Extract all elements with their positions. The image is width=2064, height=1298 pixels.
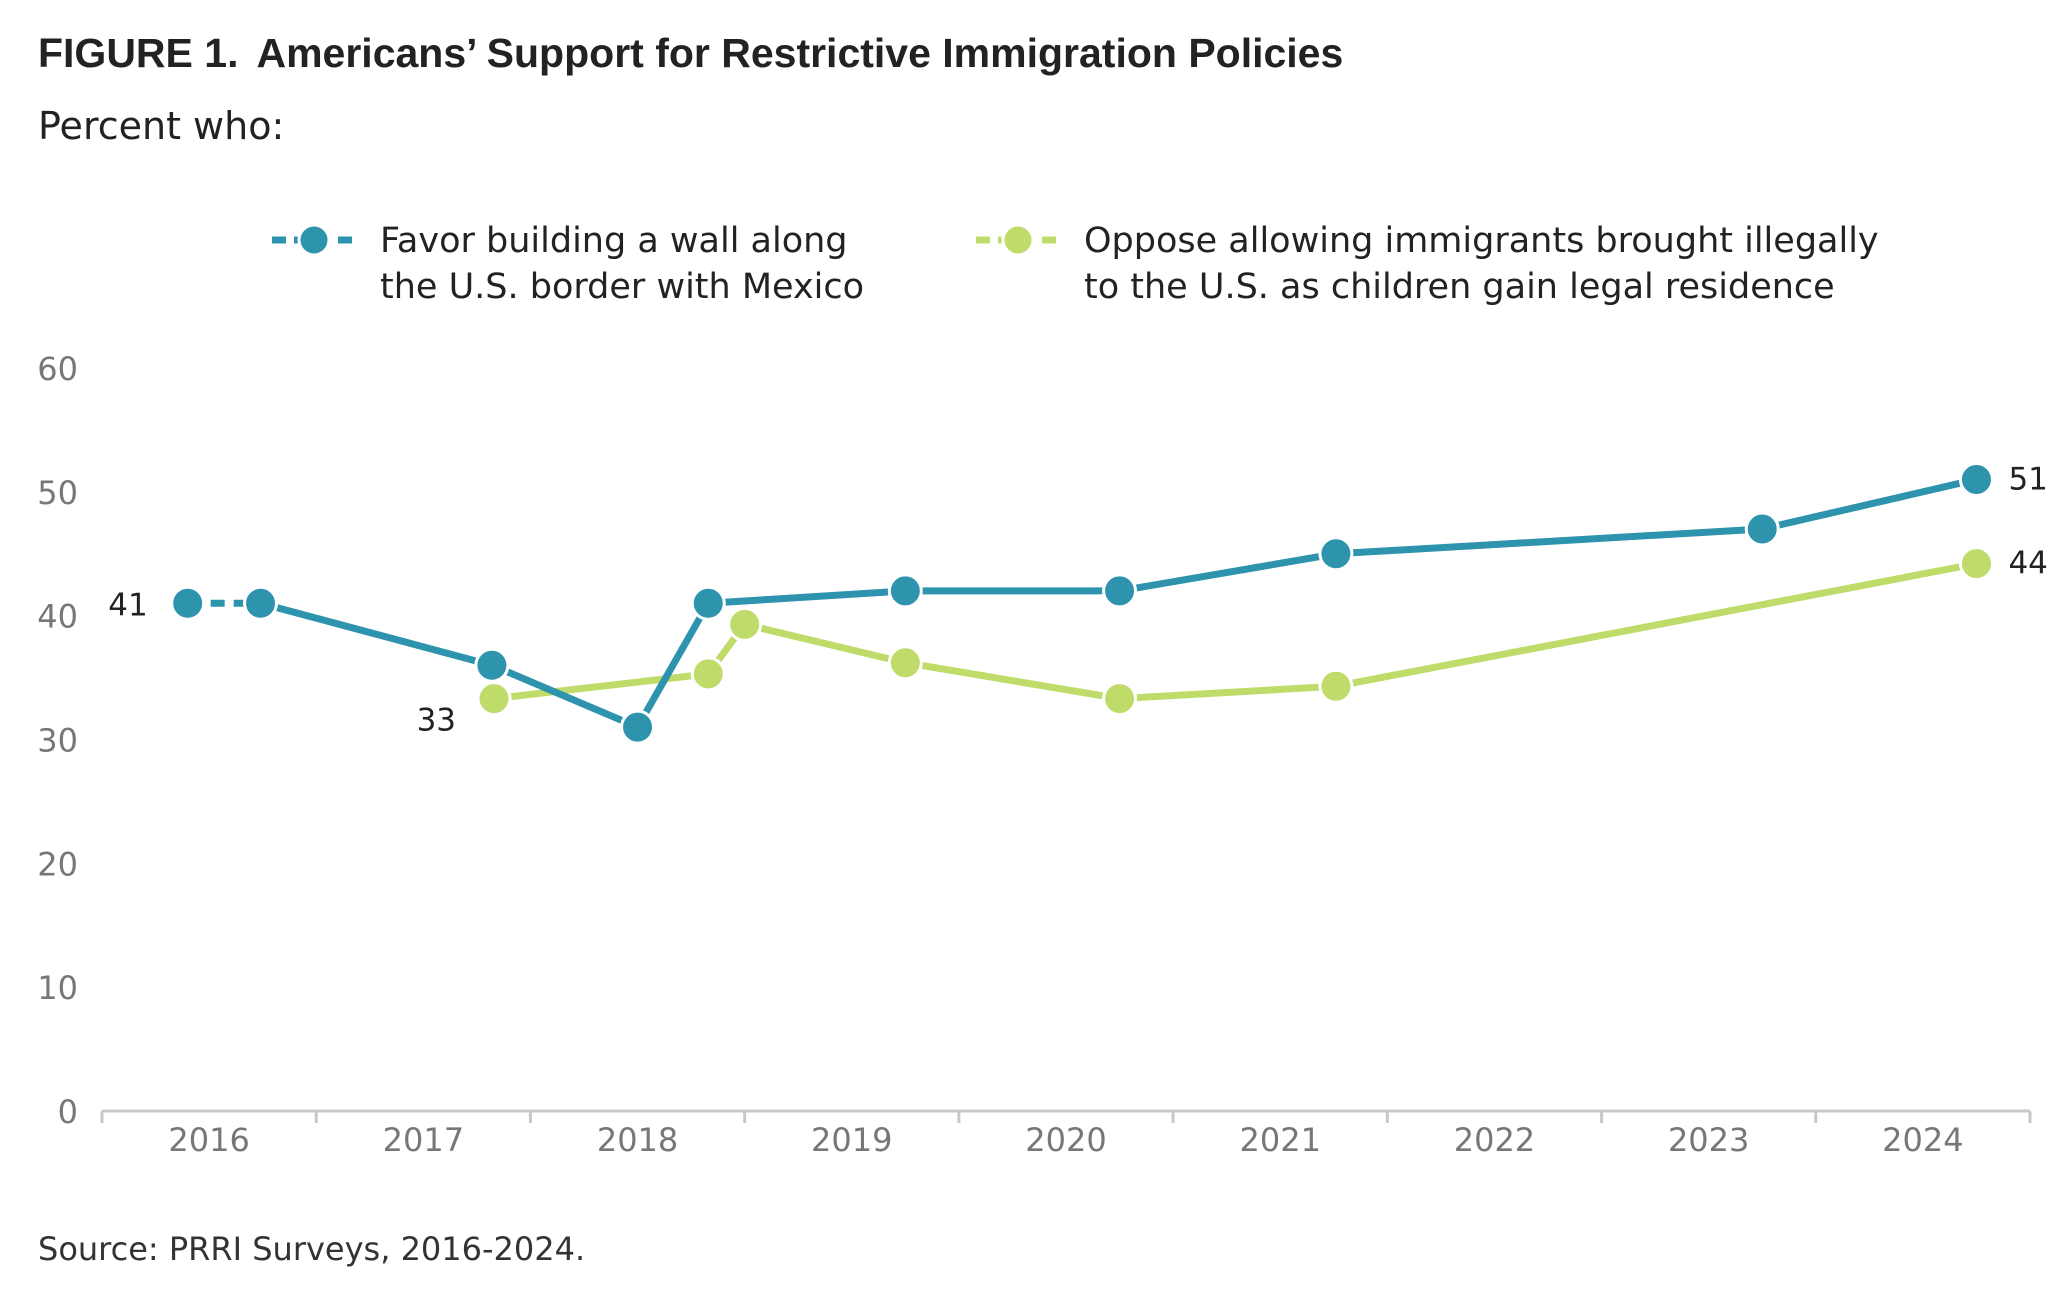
x-tick-label: 2016 [168, 1121, 249, 1159]
series-segment [704, 587, 909, 607]
legend-swatch-marker [297, 223, 331, 257]
series-segment [488, 661, 642, 731]
series-segment [1116, 550, 1340, 595]
legend-item: Oppose allowing immigrants brought illeg… [976, 221, 1879, 307]
series-wall: 41 51 [108, 461, 2048, 745]
series-segment [1758, 475, 1980, 533]
series-daca: 33 44 [417, 546, 2048, 739]
data-point [243, 585, 279, 621]
x-tick-label: 2023 [1668, 1121, 1749, 1159]
y-tick-label: 40 [37, 598, 78, 636]
figure-title: Americans’ Support for Restrictive Immig… [256, 30, 1344, 76]
legend: Favor building a wall along the U.S. bord… [272, 221, 1879, 307]
legend-label: the U.S. border with Mexico [380, 267, 864, 307]
x-tick-label: 2021 [1240, 1121, 1321, 1159]
data-point [474, 647, 510, 683]
y-tick-label: 30 [37, 722, 78, 760]
figure-label: FIGURE 1. [38, 30, 239, 76]
data-point [1318, 668, 1354, 704]
data-point [1744, 511, 1780, 547]
x-tick-label: 2019 [811, 1121, 892, 1159]
series-segment [1332, 525, 1766, 558]
x-tick-label: 2022 [1454, 1121, 1535, 1159]
data-point [690, 656, 726, 692]
legend-label: to the U.S. as children gain legal resid… [1084, 267, 1835, 307]
data-label: 33 [417, 703, 456, 739]
data-point [1102, 573, 1138, 609]
legend-swatch-marker [1001, 223, 1035, 257]
series-segment [257, 599, 496, 669]
series-layer: 33 44 41 51 [108, 461, 2048, 745]
y-tick-label: 20 [37, 845, 78, 883]
y-tick-label: 0 [58, 1093, 78, 1131]
data-point [1102, 681, 1138, 717]
x-axis: 2016 2017 2018 2019 2020 2021 2022 2023 2024 [100, 1109, 2032, 1159]
legend-label: Favor building a wall along [380, 221, 848, 261]
series-segment [490, 670, 712, 703]
data-label: 41 [108, 587, 147, 623]
data-label: 44 [2008, 546, 2047, 582]
x-tick-label: 2018 [597, 1121, 678, 1159]
series-segment [634, 599, 712, 731]
y-axis: 0 10 20 30 40 50 60 [37, 350, 78, 1131]
data-point [1958, 546, 1994, 582]
series-segment [741, 620, 909, 667]
data-point [887, 645, 923, 681]
y-tick-label: 10 [37, 969, 78, 1007]
chart-subtitle: Percent who: [38, 104, 285, 148]
data-point [1318, 536, 1354, 572]
data-point [620, 709, 656, 745]
y-tick-label: 60 [37, 350, 78, 388]
data-point [887, 573, 923, 609]
data-point [1958, 461, 1994, 497]
series-segment [1332, 560, 1980, 690]
data-point [727, 606, 763, 642]
x-tick-label: 2024 [1882, 1121, 1963, 1159]
data-label: 51 [2008, 461, 2047, 497]
series-segment [901, 659, 1124, 703]
legend-label: Oppose allowing immigrants brought illeg… [1084, 221, 1879, 261]
y-tick-label: 50 [37, 474, 78, 512]
data-point [690, 585, 726, 621]
data-point [476, 681, 512, 717]
x-tick-label: 2017 [383, 1121, 464, 1159]
series-segment [1116, 682, 1340, 703]
chart-title: FIGURE 1. Americans’ Support for Restrict… [38, 30, 1343, 77]
legend-item: Favor building a wall along the U.S. bord… [272, 221, 864, 307]
x-tick-label: 2020 [1025, 1121, 1106, 1159]
data-point [170, 585, 206, 621]
source-note: Source: PRRI Surveys, 2016-2024. [38, 1230, 586, 1268]
